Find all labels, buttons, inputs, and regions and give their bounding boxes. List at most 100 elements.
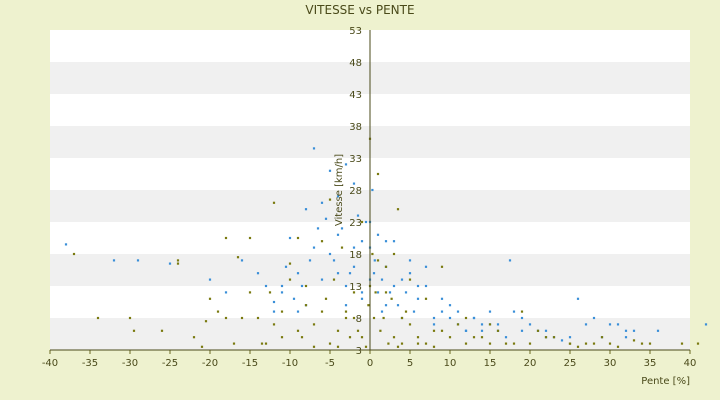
y-tick-label: 13 bbox=[349, 282, 362, 293]
data-point bbox=[400, 316, 404, 320]
data-point bbox=[379, 329, 382, 332]
data-point bbox=[616, 323, 620, 326]
data-point bbox=[64, 243, 68, 246]
data-point bbox=[288, 278, 292, 281]
data-point bbox=[264, 284, 268, 288]
data-point bbox=[372, 272, 376, 275]
data-point bbox=[536, 329, 540, 332]
data-point bbox=[528, 342, 532, 345]
data-point bbox=[448, 304, 452, 307]
data-point bbox=[448, 336, 452, 339]
data-point bbox=[576, 297, 580, 300]
data-point bbox=[568, 342, 572, 345]
data-point bbox=[300, 336, 304, 339]
data-point bbox=[208, 297, 212, 300]
data-point bbox=[344, 284, 348, 288]
data-point bbox=[392, 252, 396, 256]
data-point bbox=[348, 272, 352, 275]
data-point bbox=[508, 259, 512, 262]
data-point bbox=[348, 336, 352, 339]
data-point bbox=[432, 345, 436, 348]
data-point bbox=[364, 345, 368, 348]
data-point bbox=[400, 342, 404, 345]
data-point bbox=[576, 345, 580, 348]
data-point bbox=[384, 240, 388, 243]
data-point bbox=[320, 310, 324, 313]
data-point bbox=[448, 316, 452, 320]
data-point bbox=[328, 198, 332, 201]
data-point bbox=[464, 316, 468, 320]
data-point bbox=[656, 329, 660, 332]
data-point bbox=[424, 265, 428, 268]
data-point bbox=[408, 278, 412, 281]
data-point bbox=[592, 316, 596, 320]
data-point bbox=[340, 227, 344, 230]
data-point bbox=[374, 291, 377, 294]
data-point bbox=[320, 278, 324, 281]
x-tick-label: 35 bbox=[644, 358, 657, 369]
data-point bbox=[372, 316, 376, 320]
data-point bbox=[380, 310, 384, 313]
data-point bbox=[408, 259, 412, 262]
data-point bbox=[408, 272, 412, 275]
data-point bbox=[520, 310, 524, 313]
data-point bbox=[480, 329, 484, 332]
axis-ticks: -40 -35 -30 -25 -20 -15 -10 -5 0 5 10 15 20 25 30 35 40 3… bbox=[42, 26, 697, 369]
data-point bbox=[528, 323, 532, 326]
data-point bbox=[472, 316, 476, 320]
data-point bbox=[352, 316, 356, 320]
data-point bbox=[296, 310, 300, 313]
data-point bbox=[328, 342, 332, 345]
data-point bbox=[292, 297, 296, 300]
data-point bbox=[392, 336, 396, 339]
y-tick-label: 8 bbox=[356, 314, 362, 325]
data-point bbox=[248, 236, 252, 240]
data-point bbox=[296, 236, 300, 240]
data-point bbox=[404, 310, 408, 313]
data-point bbox=[440, 329, 444, 332]
data-point bbox=[424, 342, 428, 345]
data-point bbox=[312, 345, 316, 348]
data-point bbox=[240, 259, 244, 262]
data-point bbox=[640, 342, 644, 345]
data-point bbox=[416, 342, 420, 345]
data-point bbox=[248, 291, 252, 294]
data-point bbox=[384, 265, 388, 268]
data-point bbox=[344, 304, 348, 307]
data-point bbox=[388, 291, 392, 294]
data-point bbox=[416, 284, 420, 288]
data-point bbox=[312, 246, 316, 249]
data-point bbox=[632, 329, 636, 332]
data-point bbox=[360, 336, 364, 339]
x-tick-label: 10 bbox=[444, 358, 457, 369]
data-point bbox=[608, 323, 612, 326]
data-point bbox=[280, 284, 284, 288]
x-tick-label: -35 bbox=[82, 358, 98, 369]
data-point bbox=[192, 336, 196, 339]
data-point bbox=[304, 304, 308, 307]
data-point bbox=[648, 342, 652, 345]
data-point bbox=[560, 339, 564, 342]
data-point bbox=[520, 329, 524, 332]
y-tick-label: 43 bbox=[349, 90, 362, 101]
data-point bbox=[168, 262, 172, 265]
data-point bbox=[268, 291, 272, 294]
data-point bbox=[480, 323, 484, 326]
x-tick-label: -10 bbox=[282, 358, 298, 369]
data-point bbox=[376, 233, 380, 236]
data-point bbox=[408, 323, 412, 326]
data-point bbox=[224, 291, 228, 294]
y-tick-label: 53 bbox=[349, 26, 362, 37]
data-point bbox=[512, 310, 516, 313]
data-point bbox=[308, 259, 312, 262]
data-point bbox=[392, 240, 396, 243]
data-point bbox=[356, 214, 360, 217]
data-point bbox=[412, 310, 416, 313]
data-point bbox=[204, 320, 208, 323]
data-point bbox=[336, 272, 340, 275]
data-point bbox=[432, 316, 436, 320]
y-tick-label: 3 bbox=[356, 346, 362, 357]
data-point bbox=[424, 297, 428, 300]
y-tick-label: 33 bbox=[349, 154, 362, 165]
data-point bbox=[568, 336, 572, 339]
